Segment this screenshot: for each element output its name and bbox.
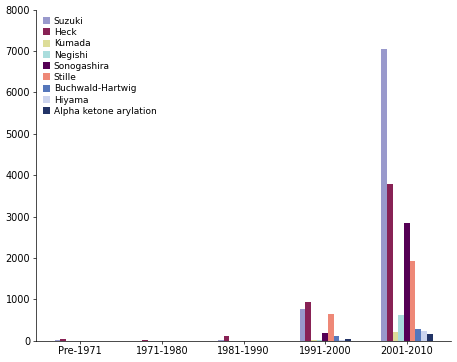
Bar	[317, 340, 322, 341]
Bar	[409, 261, 415, 341]
Bar	[60, 339, 66, 341]
Bar	[415, 329, 421, 341]
Bar	[218, 340, 223, 341]
Bar	[398, 315, 404, 341]
Legend: Suzuki, Heck, Kumada, Negishi, Sonogashira, Stille, Buchwald-Hartwig, Hiyama, Al: Suzuki, Heck, Kumada, Negishi, Sonogashi…	[40, 14, 159, 118]
Bar	[334, 336, 340, 341]
Bar	[381, 49, 387, 341]
Bar	[311, 340, 317, 341]
Bar	[340, 340, 345, 341]
Bar	[55, 340, 60, 341]
Bar	[421, 331, 427, 341]
Bar	[404, 223, 409, 341]
Bar	[387, 184, 393, 341]
Bar	[299, 308, 305, 341]
Bar	[393, 332, 398, 341]
Bar	[322, 333, 328, 341]
Bar	[223, 336, 229, 341]
Bar	[427, 334, 432, 341]
Bar	[305, 302, 311, 341]
Bar	[328, 314, 334, 341]
Bar	[345, 339, 351, 341]
